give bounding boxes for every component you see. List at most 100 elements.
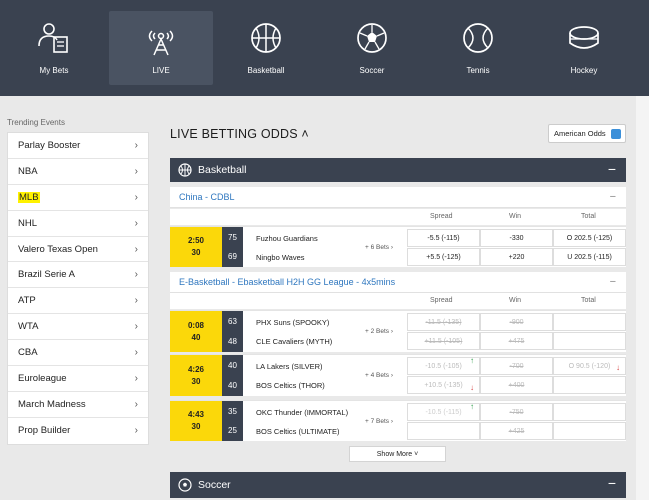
sidebar-item-atp[interactable]: ATP › <box>8 288 148 315</box>
game-clock: 0:08 40 <box>170 311 222 352</box>
odds-up-arrow-icon: ↑ <box>470 356 474 365</box>
odds-spread[interactable]: +5.5 (-125) <box>407 248 480 266</box>
odds-win[interactable]: -330 <box>480 229 553 247</box>
scrollbar-track[interactable] <box>636 96 649 500</box>
sidebar-item-brazil-serie-a[interactable]: Brazil Serie A › <box>8 262 148 289</box>
score-away: 69 <box>228 252 237 261</box>
collapse-icon[interactable]: − <box>607 475 616 491</box>
sidebar-item-label: Valero Texas Open <box>18 243 98 255</box>
nav-label: Basketball <box>247 66 285 75</box>
odds-spread[interactable]: -10.5 (-105) <box>407 357 480 375</box>
sidebar-item-nhl[interactable]: NHL › <box>8 211 148 237</box>
show-more-label: Show More <box>376 450 413 458</box>
clock-time: 4:26 <box>187 364 204 374</box>
odds-total[interactable]: O 90.5 (-120) <box>553 357 626 375</box>
sidebar-item-label: CBA <box>18 347 38 359</box>
sidebar-item-mlb[interactable]: MLB › <box>8 185 148 211</box>
section-title: Soccer <box>198 479 231 491</box>
sidebar-item-valero-texas-open[interactable]: Valero Texas Open › <box>8 237 148 263</box>
nav-label: Hockey <box>570 66 598 75</box>
column-total: Total <box>581 297 596 304</box>
sidebar-item-march-madness[interactable]: March Madness › <box>8 392 148 418</box>
odds-spread[interactable]: -10.5 (-115) <box>407 403 480 421</box>
nav-live[interactable]: LIVE <box>109 11 213 85</box>
odds-win: +475 <box>480 332 553 350</box>
odds-win[interactable]: +220 <box>480 248 553 266</box>
league-name: E-Basketball - Ebasketball H2H GG League… <box>179 277 396 287</box>
sidebar-item-nba[interactable]: NBA › <box>8 159 148 185</box>
scoreboard: 75 69 <box>222 227 243 267</box>
more-bets-link[interactable]: + 7 Bets › <box>365 418 394 425</box>
scoreboard: 63 48 <box>222 311 243 352</box>
top-navigation: My Bets LIVE Basketball <box>0 0 649 96</box>
chevron-right-icon: › <box>134 295 138 307</box>
tennis-ball-icon <box>463 23 493 53</box>
nav-tennis[interactable]: Tennis <box>426 11 530 85</box>
league-header[interactable]: E-Basketball - Ebasketball H2H GG League… <box>170 272 626 293</box>
odds-spread[interactable]: +10.5 (-135) <box>407 376 480 394</box>
more-bets-link[interactable]: + 6 Bets › <box>365 244 394 251</box>
more-bets-link[interactable]: + 4 Bets › <box>365 372 394 379</box>
nav-hockey[interactable]: Hockey <box>532 11 636 85</box>
nav-basketball[interactable]: Basketball <box>214 11 318 85</box>
score-away: 40 <box>228 381 237 390</box>
team-name: OKC Thunder (IMMORTAL) <box>256 408 349 417</box>
hockey-puck-icon <box>569 26 599 49</box>
clock-time: 4:43 <box>187 410 204 419</box>
team-name: Fuzhou Guardians <box>256 234 318 243</box>
score-home: 40 <box>228 361 237 370</box>
score-away: 48 <box>228 337 237 346</box>
odds-total[interactable]: U 202.5 (-115) <box>553 248 626 266</box>
odds-down-arrow-icon: ↓ <box>616 363 620 372</box>
clock-time: 2:50 <box>187 236 204 245</box>
collapse-icon[interactable]: − <box>609 276 616 288</box>
chevron-right-icon: › <box>134 398 138 410</box>
scoreboard: 35 25 <box>222 401 243 441</box>
sidebar-item-label: ATP <box>18 295 36 307</box>
nav-soccer[interactable]: Soccer <box>320 11 424 85</box>
chevron-right-icon: › <box>134 139 138 151</box>
team-name: BOS Celtics (ULTIMATE) <box>256 427 340 436</box>
match-row: 4:43 30 35 25 OKC Thunder (IMMORTAL) BOS C… <box>170 400 626 441</box>
odds-down-arrow-icon: ↓ <box>470 383 474 392</box>
chevron-right-icon: › <box>134 191 138 203</box>
sidebar-item-label: NBA <box>18 165 38 177</box>
basketball-icon <box>251 23 281 53</box>
collapse-icon[interactable]: − <box>609 191 616 203</box>
show-more-button[interactable]: Show More ˅ <box>349 446 446 462</box>
nav-my-bets[interactable]: My Bets <box>2 11 106 85</box>
sidebar-item-label: Parlay Booster <box>18 139 81 151</box>
team-name: CLE Cavaliers (MYTH) <box>256 337 333 346</box>
sidebar-item-wta[interactable]: WTA › <box>8 314 148 341</box>
more-bets-link[interactable]: + 2 Bets › <box>365 328 394 335</box>
game-clock: 2:50 30 <box>170 227 222 267</box>
odds-format-selector[interactable]: American Odds <box>548 124 626 143</box>
clock-period: 30 <box>191 376 201 386</box>
section-header-basketball[interactable]: Basketball − <box>170 158 626 182</box>
odds-up-arrow-icon: ↑ <box>470 402 474 411</box>
section-header-soccer[interactable]: Soccer − <box>170 472 626 498</box>
sidebar-item-parlay-booster[interactable]: Parlay Booster › <box>8 133 148 159</box>
odds-spread: +11.5 (-105) <box>407 332 480 350</box>
sidebar-item-label: Euroleague <box>18 372 67 384</box>
column-headers: Spread Win Total <box>170 293 626 309</box>
chevron-right-icon: › <box>134 425 138 437</box>
league-header[interactable]: China - CDBL − <box>170 187 626 208</box>
page-title[interactable]: LIVE BETTING ODDS ˄ <box>170 127 309 141</box>
odds-format-icon <box>611 129 621 139</box>
chevron-right-icon: › <box>134 165 138 177</box>
chevron-right-icon: › <box>134 269 138 281</box>
team-name: Ningbo Waves <box>256 253 305 262</box>
game-clock: 4:43 30 <box>170 401 222 441</box>
sidebar-item-prop-builder[interactable]: Prop Builder › <box>8 418 148 444</box>
sidebar-item-euroleague[interactable]: Euroleague › <box>8 366 148 392</box>
odds-total <box>553 332 626 350</box>
odds-spread[interactable]: -5.5 (-115) <box>407 229 480 247</box>
odds-total <box>553 422 626 440</box>
chevron-right-icon: › <box>134 347 138 359</box>
odds-spread <box>407 422 480 440</box>
odds-total[interactable]: O 202.5 (-125) <box>553 229 626 247</box>
collapse-icon[interactable]: − <box>607 161 616 177</box>
sidebar-item-cba[interactable]: CBA › <box>8 340 148 367</box>
nav-label: Soccer <box>359 66 385 75</box>
